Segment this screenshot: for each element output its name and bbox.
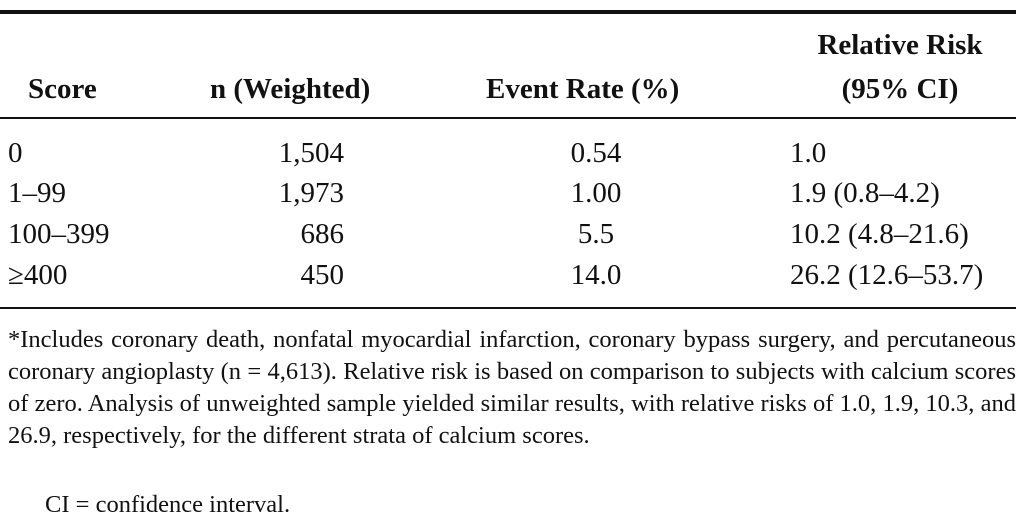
table-cell: 450 — [300, 259, 345, 291]
table-cell: 1.9 (0.8–4.2) — [790, 177, 940, 209]
abbreviation-note: CI = confidence interval. — [45, 491, 291, 518]
table-cell: 0 — [8, 137, 23, 169]
table-cell: 1.00 — [570, 177, 622, 209]
table-cell: 100–399 — [8, 218, 110, 250]
header-rule — [0, 117, 1016, 119]
table-cell: 10.2 (4.8–21.6) — [790, 218, 969, 250]
header-cell: (95% CI) — [841, 73, 959, 105]
table-cell: ≥400 — [8, 259, 68, 291]
bottom-rule — [0, 307, 1016, 309]
table-cell: 686 — [300, 218, 345, 250]
top-rule — [0, 10, 1016, 14]
header-cell: Event Rate (%) — [486, 73, 680, 105]
table-cell: 1,973 — [278, 177, 344, 209]
table-cell: 26.2 (12.6–53.7) — [790, 259, 984, 291]
table-cell: 1.0 — [790, 137, 827, 169]
header-cell: n (Weighted) — [210, 73, 371, 105]
table-cell: 1–99 — [8, 177, 66, 209]
table-cell: 0.54 — [570, 137, 622, 169]
header-cell: Score — [28, 73, 97, 105]
header-cell: Relative Risk — [817, 29, 983, 61]
table-cell: 14.0 — [570, 259, 622, 291]
table-cell: 5.5 — [577, 218, 615, 250]
footnote: *Includes coronary death, nonfatal myoca… — [8, 326, 1016, 449]
table-cell: 1,504 — [278, 137, 344, 169]
